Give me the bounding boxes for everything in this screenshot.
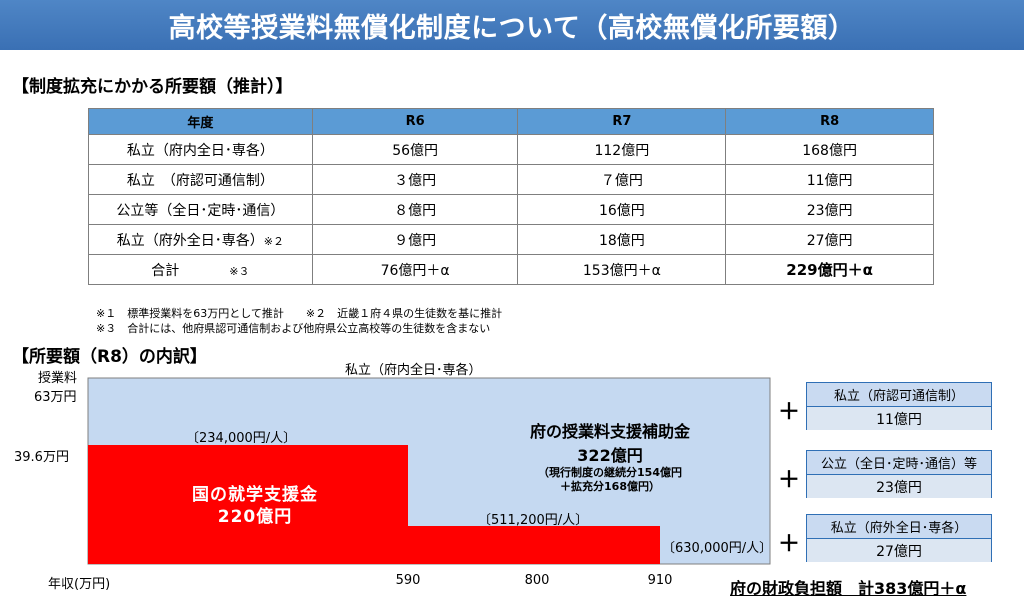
header-r6: R6 (311, 108, 519, 135)
plus-sign: ＋ (778, 400, 801, 425)
national-support-label: 国の就学支援金 220億円 (192, 485, 318, 527)
footnote-2: ※３ 合計には、他府県認可通信制および他府県公立高校等の生徒数を含まない (96, 322, 491, 335)
cell-r7: 153億円＋α (517, 254, 727, 285)
table-row: 私立（府外全日･専各）※２ ９億円 18億円 27億円 (88, 224, 934, 255)
cell-r7: 18億円 (517, 224, 727, 255)
cell-r6: 76億円＋α (311, 254, 519, 285)
x-axis-label: 年収(万円) (48, 577, 111, 592)
table-row-total: 合計 ※３ 76億円＋α 153億円＋α 229億円＋α (88, 254, 934, 285)
y-label-tuition-value: 63万円 (34, 390, 77, 405)
header-year: 年度 (88, 108, 313, 135)
header-r8: R8 (725, 108, 934, 135)
row-note: ※２ (263, 234, 284, 248)
plus-sign: ＋ (778, 532, 801, 557)
cell-r7: 16億円 (517, 194, 727, 225)
cell-r8: 23億円 (725, 194, 934, 225)
side-box-correspondence: 私立（府認可通信制） 11億円 (806, 382, 992, 430)
cell-r7: 112億円 (517, 134, 727, 165)
cell-r8: 27億円 (725, 224, 934, 255)
prefecture-subsidy-label: 府の授業料支援補助金 322億円 （現行制度の継続分154億円 ＋拡充分168億… (529, 422, 690, 493)
national-support-area-mid-income (88, 526, 660, 564)
x-tick-910: 910 (647, 573, 673, 588)
cost-table: 年度 R6 R7 R8 私立（府内全日･専各） 56億円 112億円 168億円… (88, 108, 934, 285)
per-person-label-2: 〔511,200円/人〕 (478, 513, 589, 528)
x-tick-800: 800 (524, 573, 550, 588)
cell-r7: ７億円 (517, 164, 727, 195)
cell-r6: ９億円 (311, 224, 519, 255)
side-box-value: 11億円 (807, 407, 991, 430)
table-header-row: 年度 R6 R7 R8 (88, 108, 934, 135)
row-note: ※３ (229, 264, 250, 278)
y-label-mid: 39.6万円 (14, 450, 69, 465)
per-person-label-1: 〔234,000円/人〕 (186, 431, 297, 446)
title-banner: 高校等授業料無償化制度について（高校無償化所要額） (0, 0, 1024, 50)
side-box-label: 私立（府認可通信制） (807, 383, 991, 407)
total-burden: 府の財政負担額 計383億円＋α (730, 579, 967, 598)
per-person-label-3: 〔630,000円/人〕 (662, 541, 773, 556)
cell-r6: ８億円 (311, 194, 519, 225)
cell-r6: 56億円 (311, 134, 519, 165)
row-label: 私立（府外全日･専各）※２ (88, 224, 313, 255)
cell-r8: 229億円＋α (725, 254, 934, 285)
side-box-label: 私立（府外全日･専各） (807, 515, 991, 539)
x-tick-590: 590 (395, 573, 421, 588)
side-box-outside-prefecture: 私立（府外全日･専各） 27億円 (806, 514, 992, 562)
section-title-estimate: 【制度拡充にかかる所要額（推計）】 (12, 77, 293, 97)
cell-r6: ３億円 (311, 164, 519, 195)
y-label-tuition: 授業料 (38, 371, 78, 386)
cell-r8: 11億円 (725, 164, 934, 195)
chart-top-label: 私立（府内全日･専各） (345, 363, 482, 378)
row-label: 合計 ※３ (88, 254, 313, 285)
row-label: 私立（府内全日･専各） (88, 134, 313, 165)
side-box-value: 23億円 (807, 475, 991, 498)
side-box-public: 公立（全日･定時･通信）等 23億円 (806, 450, 992, 498)
plus-sign: ＋ (778, 468, 801, 493)
header-r7: R7 (517, 108, 727, 135)
footnote-1: ※１ 標準授業料を63万円として推計 ※２ 近畿１府４県の生徒数を基に推計 (96, 307, 503, 320)
page-title: 高校等授業料無償化制度について（高校無償化所要額） (168, 12, 856, 44)
section-title-breakdown: 【所要額（R8）の内訳】 (12, 347, 207, 367)
side-box-value: 27億円 (807, 539, 991, 562)
side-box-label: 公立（全日･定時･通信）等 (807, 451, 991, 475)
